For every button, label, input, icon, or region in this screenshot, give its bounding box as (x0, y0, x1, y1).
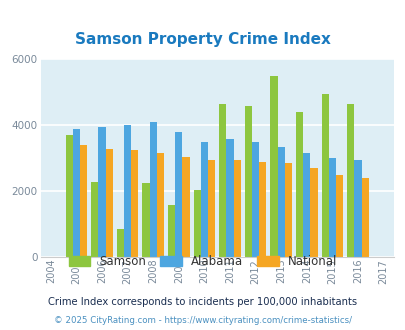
Bar (200, 142, 207, 257)
Bar (193, 190, 200, 257)
Bar (226, 139, 233, 257)
Bar (124, 125, 131, 257)
Bar (72, 129, 80, 257)
Bar (219, 104, 226, 257)
Text: Samson Property Crime Index: Samson Property Crime Index (75, 32, 330, 47)
Bar (284, 163, 291, 257)
Text: Crime Index corresponds to incidents per 100,000 inhabitants: Crime Index corresponds to incidents per… (48, 297, 357, 307)
Bar (309, 168, 317, 257)
Bar (295, 112, 303, 257)
Bar (258, 162, 266, 257)
Bar (98, 127, 105, 257)
Bar (303, 153, 309, 257)
Bar (233, 160, 240, 257)
Bar (346, 104, 354, 257)
Bar (149, 122, 156, 257)
Bar (277, 147, 284, 257)
Bar (182, 157, 189, 257)
Bar (207, 160, 215, 257)
Bar (131, 150, 138, 257)
Bar (328, 158, 335, 257)
Bar (335, 175, 342, 257)
Bar (142, 183, 149, 257)
Bar (175, 132, 182, 257)
Bar (91, 182, 98, 257)
Bar (354, 160, 361, 257)
Bar (244, 106, 252, 257)
Text: © 2025 CityRating.com - https://www.cityrating.com/crime-statistics/: © 2025 CityRating.com - https://www.city… (54, 316, 351, 325)
Bar (270, 76, 277, 257)
Bar (252, 142, 258, 257)
Bar (80, 145, 87, 257)
Bar (66, 135, 72, 257)
Bar (117, 229, 124, 257)
Bar (361, 178, 368, 257)
Bar (321, 94, 328, 257)
Bar (156, 153, 164, 257)
Bar (105, 148, 113, 257)
Legend: Samson, Alabama, National: Samson, Alabama, National (64, 250, 341, 273)
Bar (168, 205, 175, 257)
